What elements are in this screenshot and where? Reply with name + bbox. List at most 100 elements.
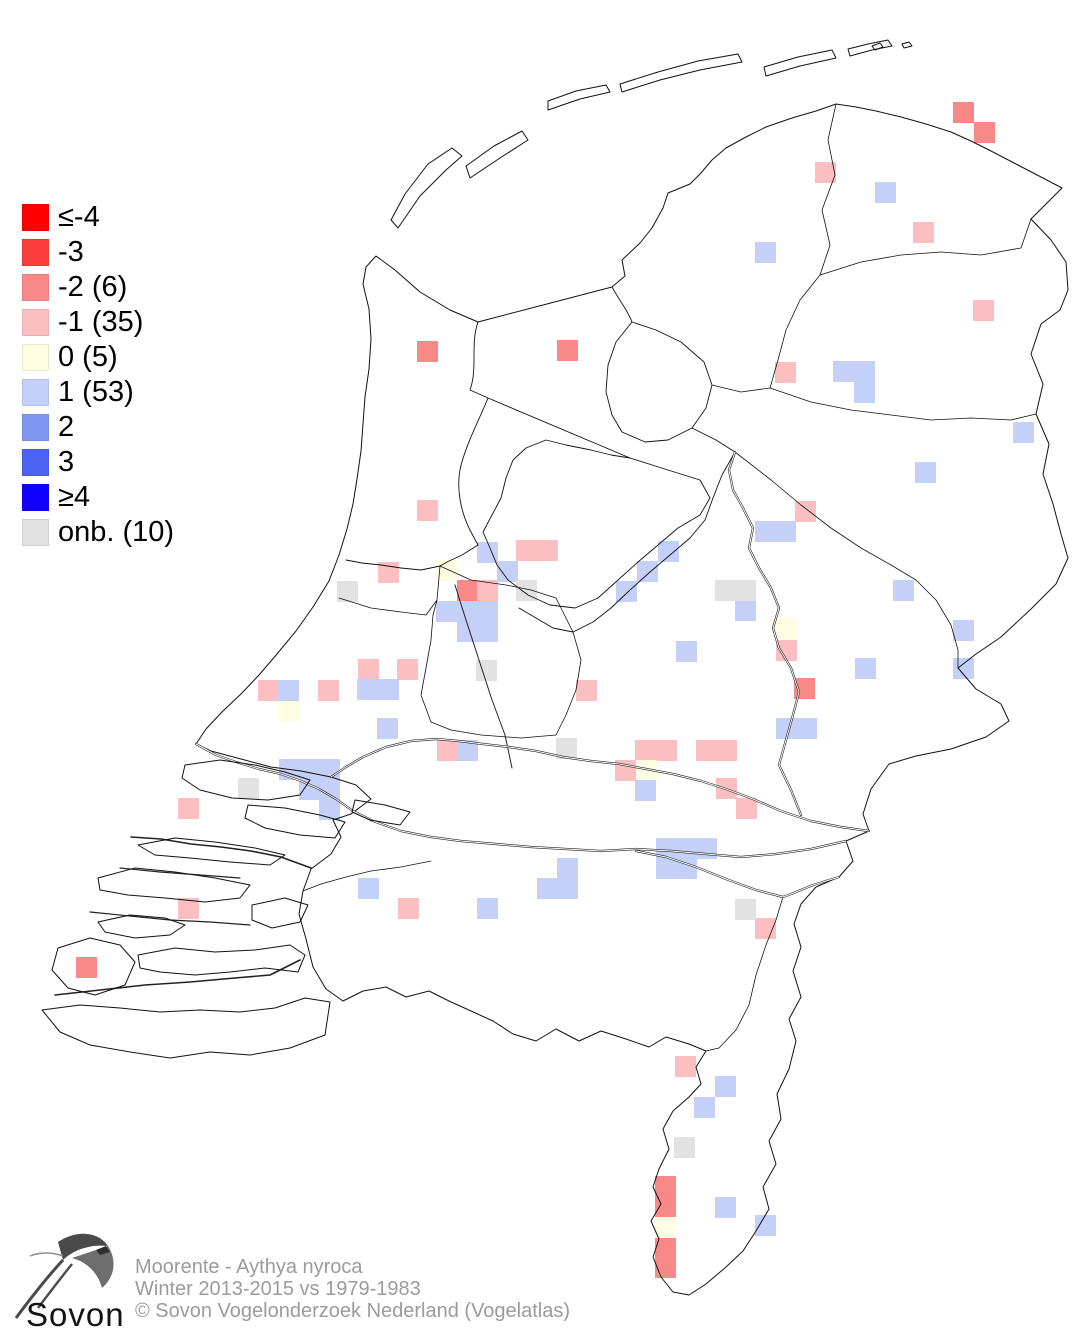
map-square--2 [417, 341, 438, 362]
map-square-1 [357, 679, 378, 700]
friesland-lake-shore [611, 286, 633, 323]
map-square--1 [477, 580, 498, 601]
map-square-1 [358, 878, 379, 899]
wadden-islands [390, 39, 913, 229]
map-square-onb [674, 1137, 695, 1158]
map-square-1 [855, 658, 876, 679]
map-square--1 [815, 162, 836, 183]
map-square-1 [1013, 422, 1034, 443]
map-square--2 [974, 122, 995, 143]
map-square-1 [457, 601, 478, 622]
map-square-1 [676, 858, 697, 879]
map-square-1 [537, 878, 558, 899]
province-borders [302, 103, 1037, 1052]
legend-row-0: 0 (5) [22, 340, 174, 375]
map-square-1 [953, 658, 974, 679]
legend-swatch--2 [22, 274, 49, 301]
map-square-onb [556, 738, 577, 759]
map-square-onb [476, 660, 497, 681]
map-square-1 [557, 858, 578, 879]
map-square-onb [337, 581, 358, 602]
legend-row-2: 2 [22, 410, 174, 445]
rivers-inner [194, 450, 871, 899]
legend-swatch-4 [22, 484, 49, 511]
map-square--1 [775, 362, 796, 383]
caption-period: Winter 2013-2015 vs 1979-1983 [135, 1278, 421, 1300]
legend-row--4: ≤-4 [22, 200, 174, 235]
map-square--2 [76, 957, 97, 978]
map-square-1 [694, 1097, 715, 1118]
legend-row--2: -2 (6) [22, 270, 174, 305]
ketelmeer-shore [691, 427, 736, 453]
map-square--2 [457, 580, 478, 601]
map-square-1 [755, 242, 776, 263]
map-square-1 [854, 361, 875, 382]
map-square-1 [658, 541, 679, 562]
map-square-1 [715, 1076, 736, 1097]
map-square-onb [735, 580, 756, 601]
legend-label--1: -1 (35) [58, 306, 144, 338]
legend-swatch-onb [22, 519, 49, 546]
sovon-wordmark: Sovon [26, 1296, 125, 1333]
map-square-1 [696, 838, 717, 859]
map-square-1 [796, 718, 817, 739]
map-square--1 [258, 680, 279, 701]
map-square--1 [178, 798, 199, 819]
legend-label--4: ≤-4 [58, 201, 100, 233]
map-square-onb [735, 899, 756, 920]
legend-label-4: ≥4 [58, 481, 91, 513]
map-square-onb [238, 778, 259, 799]
legend-row-4: ≥4 [22, 480, 174, 515]
legend-label-onb: onb. (10) [58, 516, 175, 548]
legend-swatch--1 [22, 309, 49, 336]
map-square--1 [913, 222, 934, 243]
map-square--1 [576, 680, 597, 701]
map-square--1 [973, 300, 994, 321]
caption-copyright: © Sovon Vogelonderzoek Nederland (Vogela… [135, 1300, 571, 1322]
map-square-1 [377, 718, 398, 739]
map-square--1 [776, 640, 797, 661]
map-square-1 [616, 581, 637, 602]
map-square-1 [477, 621, 498, 642]
legend-row-3: 3 [22, 445, 174, 480]
map-square-1 [893, 580, 914, 601]
sovon-logo [14, 1233, 114, 1319]
map-square-0 [776, 618, 797, 639]
map-square-1 [953, 620, 974, 641]
map-square-1 [676, 641, 697, 662]
map-square-1 [875, 182, 896, 203]
map-square-1 [497, 561, 518, 582]
legend-label-0: 0 (5) [58, 341, 118, 373]
legend-swatch--4 [22, 204, 49, 231]
map-square-1 [775, 521, 796, 542]
map-square-1 [715, 1197, 736, 1218]
map-square-1 [477, 601, 498, 622]
legend-row--3: -3 [22, 235, 174, 270]
map-square-1 [656, 858, 677, 879]
map-square-0 [636, 760, 657, 781]
grid-squares-layer [76, 102, 1034, 1278]
legend-label--2: -2 (6) [58, 271, 128, 303]
map-square-1 [477, 542, 498, 563]
map-square--1 [635, 740, 656, 761]
map-square--2 [655, 1196, 676, 1217]
map-square--1 [417, 500, 438, 521]
map-square-1 [854, 382, 875, 403]
legend: ≤-4 -3 -2 (6) -1 (35) 0 (5) 1 (53) 2 3 ≥4 onb… [22, 200, 174, 550]
ijsselmeer-flevoland [345, 286, 736, 633]
map-square--1 [437, 740, 458, 761]
map-square--1 [656, 740, 677, 761]
map-square--2 [655, 1237, 676, 1258]
map-square-1 [378, 679, 399, 700]
map-square-1 [436, 601, 457, 622]
map-square-1 [557, 878, 578, 899]
map-square-1 [477, 898, 498, 919]
map-square-1 [299, 779, 320, 800]
noordzeekanaal [345, 559, 441, 571]
map-square-1 [755, 521, 776, 542]
map-square-1 [755, 1215, 776, 1236]
legend-row-1: 1 (53) [22, 375, 174, 410]
map-square-1 [457, 740, 478, 761]
randmeren-mainland-shore [518, 451, 736, 633]
